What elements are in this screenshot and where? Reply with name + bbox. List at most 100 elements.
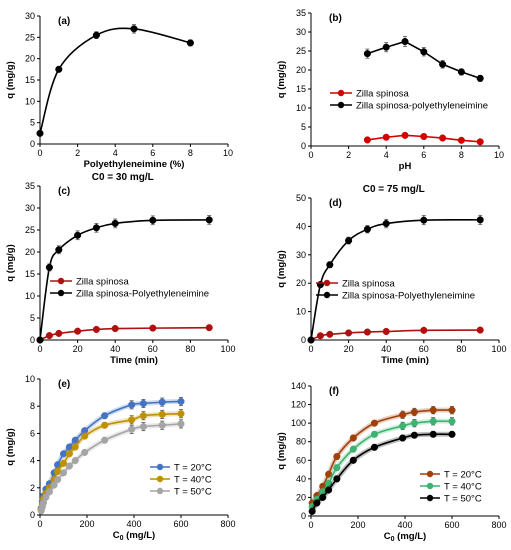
data-point: [65, 450, 73, 458]
concentration-annotation: C0 = 75 mg/L: [363, 184, 425, 195]
data-point: [333, 464, 341, 472]
data-point: [59, 469, 68, 477]
legend-entry: Zilla spinosa-Polyethyleneimine: [76, 288, 209, 299]
data-point: [448, 430, 456, 438]
legend-entry: T = 20°C: [174, 462, 212, 473]
y-tick-label: 40: [296, 474, 306, 484]
data-point: [55, 246, 63, 254]
data-point: [158, 421, 166, 429]
panel-label: (b): [329, 13, 342, 24]
data-point: [71, 457, 79, 465]
y-tick-label: 10: [25, 291, 35, 301]
data-point: [45, 332, 53, 340]
legend-entry: T = 20°C: [444, 469, 482, 480]
data-point: [370, 419, 379, 427]
y-tick-label: 60: [296, 455, 306, 465]
y-tick-label: 120: [291, 400, 306, 410]
series-line: [310, 219, 481, 341]
legend-marker: [337, 101, 345, 109]
y-tick-label: 5: [30, 313, 35, 323]
y-tick-label: 25: [296, 46, 306, 56]
data-point: [177, 410, 185, 418]
data-point: [420, 132, 428, 141]
x-tick-label: 8: [188, 148, 193, 158]
y-axis-title: q (mg/g): [276, 61, 287, 98]
y-tick-label: 15: [296, 84, 306, 94]
data-point: [316, 332, 324, 340]
y-tick-label: 30: [296, 27, 306, 37]
x-tick-label: 2: [75, 148, 80, 158]
y-tick-label: 10: [296, 307, 306, 317]
y-tick-label: 100: [291, 418, 306, 428]
x-tick-label: 0: [308, 520, 313, 530]
data-point: [326, 330, 334, 338]
y-tick-label: 10: [296, 103, 306, 113]
series-1: [36, 324, 213, 344]
y-tick-label: 4: [30, 456, 35, 466]
data-point: [349, 434, 357, 442]
data-point: [401, 131, 409, 139]
data-point: [363, 50, 371, 58]
y-axis-title: q (mg/g): [5, 428, 16, 465]
y-tick-label: 30: [25, 203, 35, 213]
y-axis-title: q (mg/g): [276, 250, 287, 287]
data-point: [92, 31, 100, 39]
data-point: [420, 216, 428, 224]
y-tick-label: 25: [25, 32, 35, 42]
data-point: [399, 411, 407, 419]
y-tick-label: 40: [296, 221, 306, 231]
data-point: [429, 417, 437, 425]
chart-panel-a: 0 2 4 6 8 10 0 5 10 15 20 25 30 Polyethyleneimine (%)…: [5, 11, 233, 170]
data-point: [74, 231, 82, 239]
data-point: [476, 326, 484, 334]
y-tick-label: 10: [25, 96, 35, 106]
y-tick-label: 8: [30, 401, 35, 411]
chart-panel-d: 0 20 40 60 80 100 0 10 20 30 40 50 Time (min) q (mg/g…: [276, 184, 507, 366]
y-tick-label: 80: [296, 437, 306, 447]
x-tick-label: 6: [421, 150, 426, 160]
data-point: [158, 398, 166, 406]
x-tick-label: 10: [223, 148, 233, 158]
x-axis-title: pH: [399, 161, 412, 172]
x-tick-label: 60: [419, 344, 429, 354]
y-tick-label: 0: [301, 141, 306, 151]
y-tick-label: 6: [30, 428, 35, 438]
data-point: [42, 493, 50, 501]
series-1: [363, 131, 484, 146]
legend-entry: T = 50°C: [444, 493, 482, 504]
legend: T = 20°CT = 40°CT = 50°C: [150, 462, 212, 497]
panel-label: (e): [58, 379, 70, 390]
x-tick-label: 60: [148, 344, 158, 354]
data-point: [36, 336, 44, 344]
legend-marker: [57, 289, 65, 297]
y-tick-label: 30: [25, 11, 35, 21]
x-tick-label: 40: [381, 344, 391, 354]
series-line: [310, 329, 481, 341]
data-point: [370, 443, 379, 451]
x-axis-title: Time (min): [110, 355, 158, 366]
x-tick-label: 80: [185, 344, 195, 354]
x-tick-label: 0: [308, 150, 313, 160]
data-point: [349, 445, 357, 453]
y-tick-label: 20: [25, 54, 35, 64]
data-point: [308, 507, 316, 515]
data-point: [325, 470, 333, 478]
x-tick-label: 600: [444, 520, 459, 530]
data-point: [401, 37, 409, 46]
data-point: [55, 65, 63, 73]
legend-marker: [337, 89, 345, 97]
data-point: [410, 431, 418, 439]
data-point: [382, 133, 390, 141]
y-tick-label: 140: [291, 381, 306, 391]
x-tick-label: 4: [113, 148, 118, 158]
y-tick-label: 2: [30, 483, 35, 493]
legend-entry: Zilla spinosa-polyethyleneimine: [356, 100, 488, 111]
data-point: [81, 448, 89, 456]
legend-marker: [426, 482, 434, 490]
series-2: [308, 417, 456, 511]
data-point: [349, 456, 357, 464]
y-tick-label: 50: [296, 193, 306, 203]
data-point: [476, 138, 484, 146]
